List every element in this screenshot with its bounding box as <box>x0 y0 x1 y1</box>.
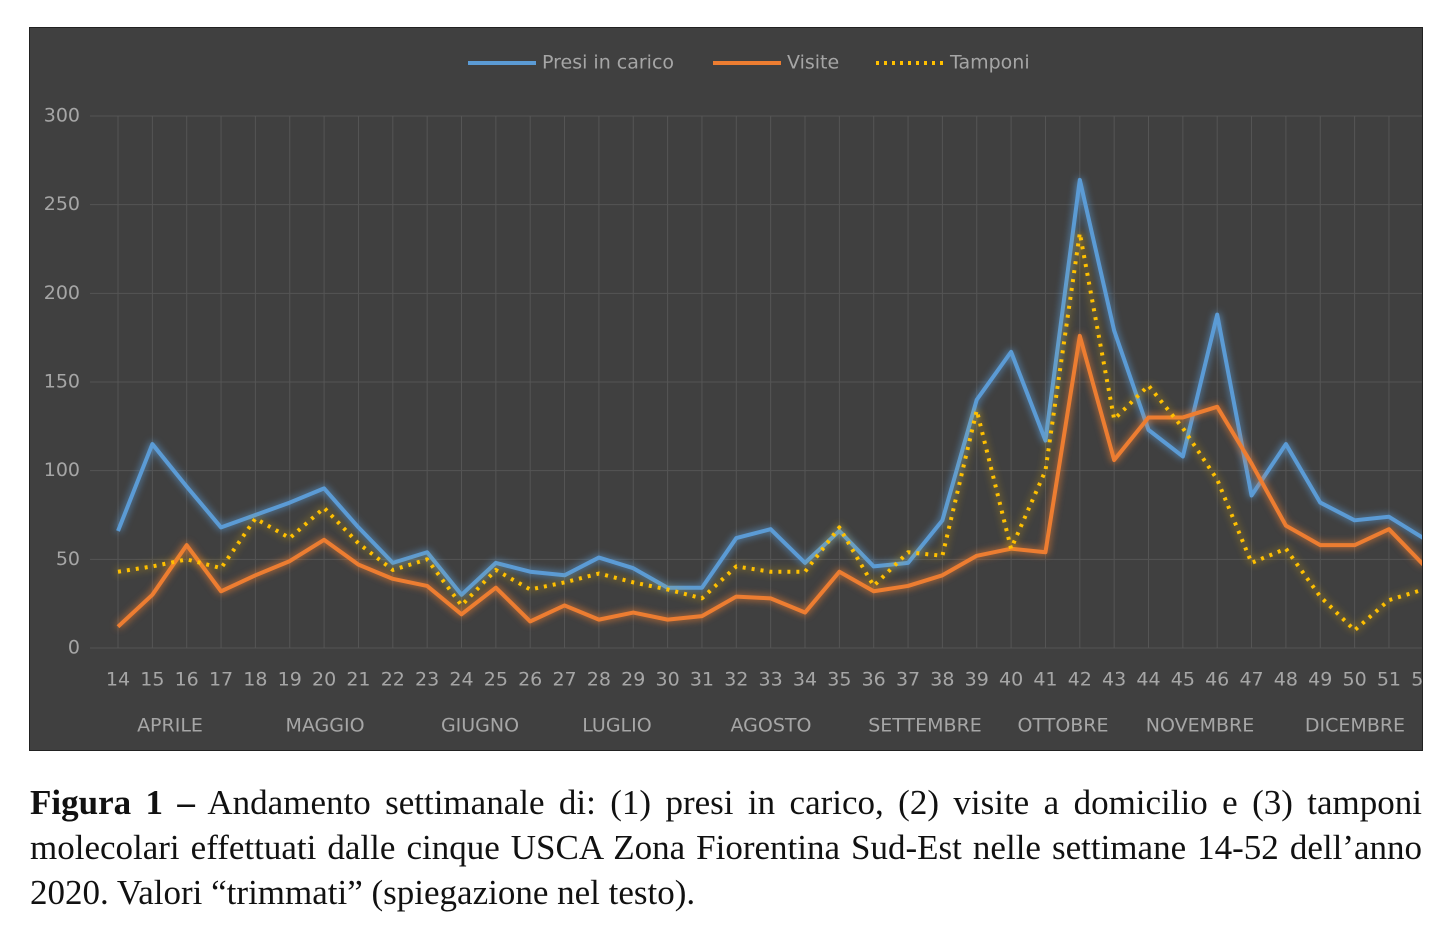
month-label: AGOSTO <box>731 715 812 737</box>
x-tick-label: 35 <box>827 669 851 691</box>
x-tick-label: 41 <box>1033 669 1057 691</box>
x-tick-label: 19 <box>278 669 302 691</box>
month-label: SETTEMBRE <box>868 715 982 737</box>
x-tick-label: 21 <box>346 669 370 691</box>
y-tick-label: 250 <box>44 193 80 215</box>
y-tick-label: 150 <box>44 371 80 393</box>
x-tick-label: 27 <box>552 669 576 691</box>
legend-label: Visite <box>787 52 839 74</box>
month-label: OTTOBRE <box>1017 715 1108 737</box>
month-label: LUGLIO <box>582 715 651 737</box>
series-line <box>116 177 1422 597</box>
x-tick-label: 45 <box>1171 669 1195 691</box>
y-tick-label: 50 <box>56 548 80 570</box>
month-label: GIUGNO <box>441 715 519 737</box>
x-tick-label: 17 <box>209 669 233 691</box>
x-tick-label: 26 <box>518 669 542 691</box>
x-tick-label: 40 <box>999 669 1023 691</box>
x-tick-label: 15 <box>140 669 164 691</box>
legend-label: Presi in carico <box>542 52 674 74</box>
caption-label: Figura 1 – <box>30 783 195 822</box>
x-tick-label: 23 <box>415 669 439 691</box>
x-tick-label: 37 <box>896 669 920 691</box>
x-tick-label: 28 <box>587 669 611 691</box>
x-tick-label: 24 <box>449 669 473 691</box>
x-tick-label: 31 <box>690 669 714 691</box>
x-tick-label: 47 <box>1239 669 1263 691</box>
x-tick-label: 48 <box>1274 669 1298 691</box>
x-tick-label: 38 <box>930 669 954 691</box>
x-tick-label: 34 <box>793 669 817 691</box>
y-tick-label: 100 <box>44 459 80 481</box>
legend-label: Tamponi <box>949 52 1030 74</box>
x-tick-label: 36 <box>862 669 886 691</box>
month-label: NOVEMBRE <box>1146 715 1254 737</box>
x-tick-label: 50 <box>1343 669 1367 691</box>
x-tick-label: 16 <box>175 669 199 691</box>
x-tick-label: 29 <box>621 669 645 691</box>
x-tick-label: 30 <box>656 669 680 691</box>
y-tick-label: 0 <box>68 637 80 659</box>
x-tick-label: 25 <box>484 669 508 691</box>
y-tick-label: 200 <box>44 282 80 304</box>
x-tick-label: 44 <box>1136 669 1160 691</box>
x-tick-label: 43 <box>1102 669 1126 691</box>
series-line <box>116 333 1422 629</box>
series-line <box>117 231 1422 633</box>
x-tick-label: 33 <box>759 669 783 691</box>
x-tick-label: 39 <box>965 669 989 691</box>
y-tick-label: 300 <box>44 105 80 127</box>
x-tick-label: 20 <box>312 669 336 691</box>
x-tick-label: 18 <box>243 669 267 691</box>
chart: 0 50 100 150 200 250 300 14 15 16 17 18 19 20 21 22 23 24… <box>29 27 1423 751</box>
month-label: APRILE <box>137 715 203 737</box>
x-tick-label: 22 <box>381 669 405 691</box>
x-tick-label: 52 <box>1411 669 1422 691</box>
x-tick-label: 32 <box>724 669 748 691</box>
x-tick-label: 14 <box>106 669 130 691</box>
month-label: DICEMBRE <box>1305 715 1405 737</box>
x-tick-label: 51 <box>1377 669 1401 691</box>
caption-text: Andamento settimanale di: (1) presi in c… <box>30 783 1422 912</box>
x-tick-label: 42 <box>1068 669 1092 691</box>
month-label: MAGGIO <box>285 715 364 737</box>
x-tick-label: 49 <box>1308 669 1332 691</box>
caption: Figura 1 – Andamento settimanale di: (1)… <box>30 780 1422 915</box>
x-tick-label: 46 <box>1205 669 1229 691</box>
